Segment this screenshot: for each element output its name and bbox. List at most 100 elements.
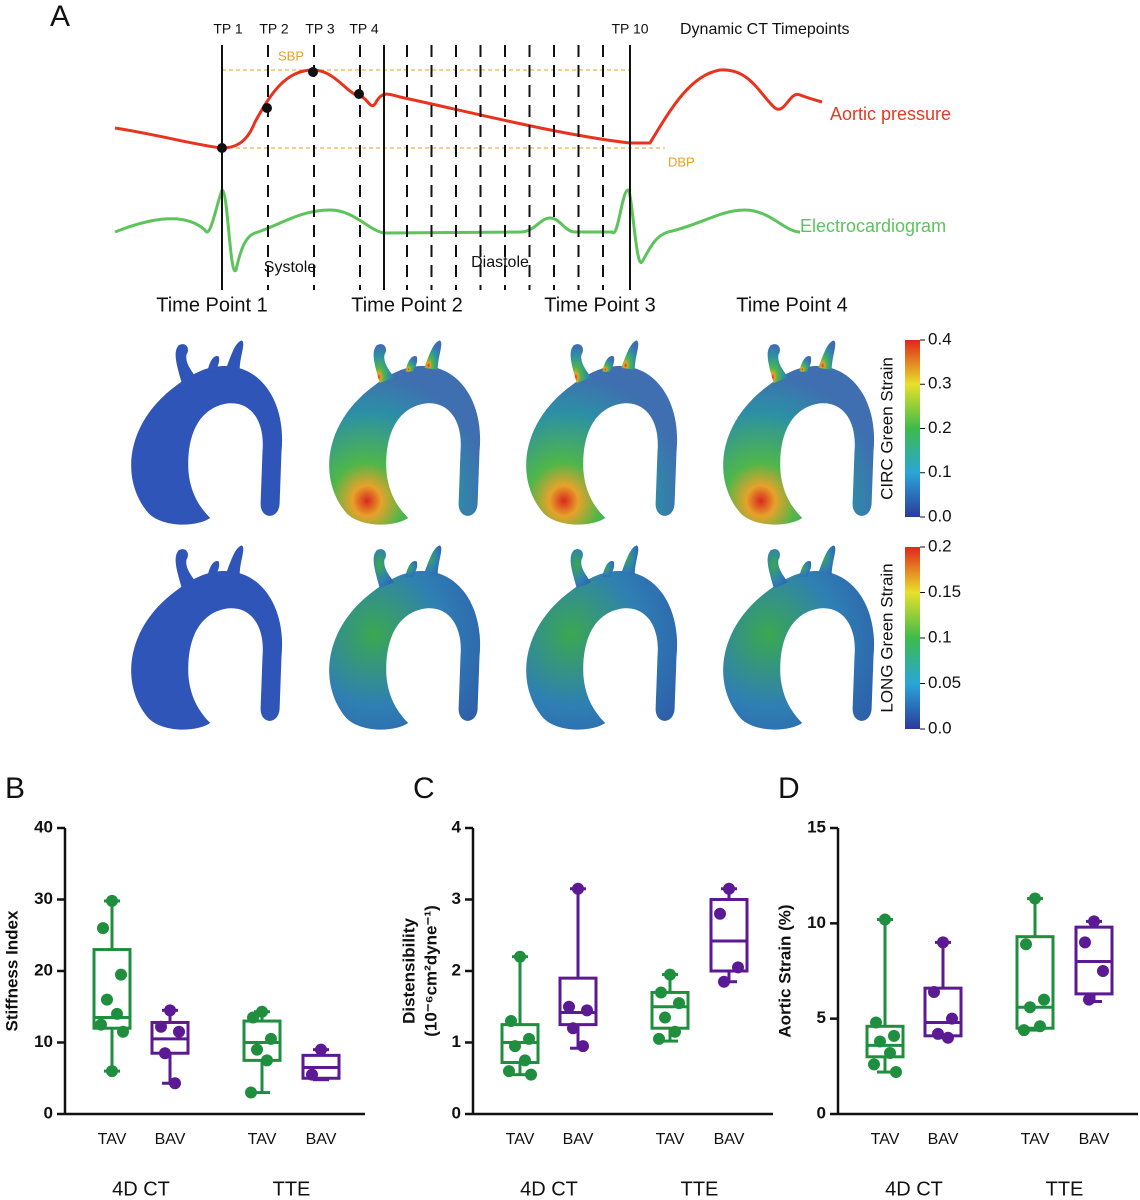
data-point — [1018, 1024, 1030, 1037]
data-point — [256, 1005, 268, 1018]
aorta-rendering — [723, 545, 875, 730]
colorbar — [905, 340, 920, 517]
y-tick-label: 3 — [452, 889, 461, 908]
data-point — [714, 907, 726, 920]
group-label: TTE — [273, 1178, 311, 1200]
data-point — [315, 1043, 327, 1056]
data-point — [870, 1016, 882, 1029]
data-point — [1020, 938, 1032, 951]
data-point — [164, 1004, 176, 1017]
aortic-pressure-curve — [114, 68, 823, 150]
data-point — [245, 1086, 257, 1099]
data-point — [101, 993, 113, 1006]
data-point — [664, 968, 676, 981]
data-point — [577, 1040, 589, 1053]
category-label: BAV — [306, 1131, 337, 1148]
data-point — [1034, 1020, 1046, 1033]
panel-letter: B — [5, 772, 25, 805]
data-point — [523, 1032, 535, 1045]
data-point — [503, 1065, 515, 1078]
data-point — [251, 1043, 263, 1056]
box — [1015, 935, 1055, 1030]
colorbar-tick-label: 0.15 — [928, 582, 961, 601]
colorbar-tick-label: 0.3 — [928, 374, 952, 393]
data-point — [879, 913, 891, 926]
data-point — [932, 1027, 944, 1040]
data-point — [653, 1032, 665, 1045]
data-point — [723, 882, 735, 895]
category-label: TAV — [1021, 1131, 1050, 1148]
column-title: Time Point 1 — [156, 294, 268, 316]
timepoint-marker: TP 2 — [259, 21, 289, 37]
data-point — [937, 936, 949, 949]
data-point — [115, 968, 127, 981]
aorta-rendering — [329, 340, 481, 525]
group-label: 4D CT — [885, 1178, 943, 1200]
sbp-label: SBP — [278, 48, 304, 63]
column-title: Time Point 4 — [736, 294, 848, 316]
category-label: BAV — [928, 1131, 959, 1148]
data-point — [888, 1029, 900, 1042]
data-point — [111, 1007, 123, 1020]
colorbar-tick-label: 0.4 — [928, 329, 952, 348]
data-point — [173, 1025, 185, 1038]
y-tick-label: 5 — [817, 1008, 826, 1027]
y-axis-label: Distensibility — [399, 918, 418, 1024]
y-tick-label: 0 — [44, 1103, 53, 1122]
data-point — [97, 922, 109, 935]
timepoint-marker: TP 10 — [611, 21, 648, 37]
aorta-rendering — [329, 545, 481, 730]
aorta-rendering — [723, 340, 875, 525]
y-tick-label: 0 — [817, 1103, 826, 1122]
data-point — [155, 1020, 167, 1033]
data-point — [732, 961, 744, 974]
y-axis-label: Aortic Strain (%) — [775, 904, 794, 1037]
data-point — [718, 975, 730, 988]
phase-label: Diastole — [471, 254, 529, 271]
y-tick-label: 1 — [452, 1032, 461, 1051]
group-label: 4D CT — [520, 1178, 578, 1200]
data-point — [659, 1011, 671, 1024]
timepoint-marker: TP 4 — [349, 21, 379, 37]
timepoint-dot — [308, 67, 318, 77]
y-tick-label: 40 — [34, 817, 53, 836]
category-label: BAV — [155, 1131, 186, 1148]
category-label: TAV — [98, 1131, 127, 1148]
data-point — [169, 1077, 181, 1090]
phase-label: Systole — [264, 259, 317, 276]
group-label: TTE — [1046, 1178, 1084, 1200]
timepoint-dot — [354, 89, 364, 99]
data-point — [306, 1068, 318, 1081]
data-point — [1088, 915, 1100, 928]
data-point — [942, 1031, 954, 1044]
data-point — [581, 1004, 593, 1017]
data-point — [1038, 993, 1050, 1006]
data-point — [655, 986, 667, 999]
timepoint-marker: TP 1 — [213, 21, 243, 37]
data-point — [572, 882, 584, 895]
y-tick-label: 10 — [34, 1032, 53, 1051]
category-label: BAV — [1079, 1131, 1110, 1148]
y-tick-label: 30 — [34, 889, 53, 908]
data-point — [519, 1054, 531, 1067]
data-point — [563, 1000, 575, 1013]
data-point — [928, 985, 940, 998]
y-tick-label: 10 — [807, 913, 826, 932]
data-point — [247, 1011, 259, 1024]
aorta-rendering — [526, 340, 678, 525]
aorta-rendering — [131, 545, 283, 730]
panel-letter: D — [778, 772, 800, 805]
data-point — [514, 950, 526, 963]
data-point — [874, 1035, 886, 1048]
colorbar-tick-label: 0.2 — [928, 418, 952, 437]
y-tick-label: 20 — [34, 960, 53, 979]
timepoint-dot — [262, 103, 272, 113]
data-point — [868, 1058, 880, 1071]
group-label: 4D CT — [112, 1178, 170, 1200]
panel-letter: C — [413, 772, 435, 805]
colorbar-tick-label: 0.05 — [928, 673, 961, 692]
y-tick-label: 2 — [452, 960, 461, 979]
data-point — [884, 1046, 896, 1059]
colorbar-tick-label: 0.0 — [928, 718, 952, 737]
